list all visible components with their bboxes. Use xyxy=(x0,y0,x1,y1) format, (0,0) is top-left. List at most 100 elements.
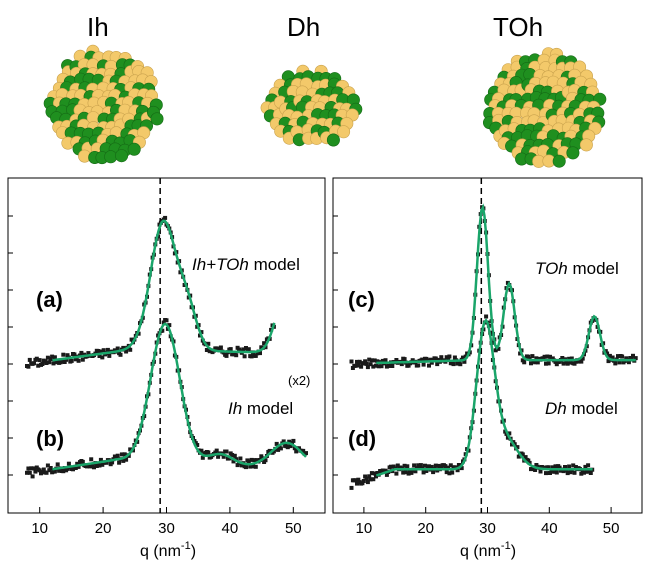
data-point xyxy=(195,443,200,447)
plot-left: 10 20 30 40 50 (a) Ih+TOh model (b) Ih model… xyxy=(7,177,326,560)
x-tick-label: 20 xyxy=(417,520,434,537)
data-point xyxy=(121,458,126,463)
data-point xyxy=(572,470,577,475)
data-point xyxy=(164,318,169,323)
data-point xyxy=(447,471,452,476)
cluster-toh-atom xyxy=(566,146,580,160)
data-point xyxy=(367,357,372,362)
data-point xyxy=(510,442,514,447)
data-point xyxy=(27,357,32,362)
data-point xyxy=(527,460,532,465)
panel-label-b: (b) xyxy=(36,426,64,451)
data-point xyxy=(446,357,451,362)
data-point xyxy=(544,361,548,366)
data-point xyxy=(520,452,525,457)
data-point xyxy=(545,354,550,359)
data-point xyxy=(251,464,255,469)
data-point xyxy=(160,328,165,333)
data-point xyxy=(129,337,134,342)
x-axis-title-right-sup: -1 xyxy=(501,540,511,552)
data-point xyxy=(40,362,45,366)
data-point xyxy=(304,451,308,456)
data-point xyxy=(47,360,52,365)
data-point xyxy=(281,439,286,444)
data-point xyxy=(416,363,421,368)
data-point xyxy=(231,459,236,464)
data-point xyxy=(44,361,49,365)
data-point xyxy=(118,352,123,357)
data-point xyxy=(117,460,122,465)
data-point xyxy=(446,465,451,470)
cluster-toh-image xyxy=(482,47,607,168)
data-point xyxy=(568,470,573,475)
data-point xyxy=(372,358,377,363)
data-point xyxy=(75,461,80,466)
data-point xyxy=(80,357,85,362)
data-point xyxy=(529,361,533,366)
data-point xyxy=(47,468,52,473)
data-point xyxy=(97,463,102,468)
data-point xyxy=(40,470,45,475)
data-point xyxy=(451,362,456,367)
x-axis-title-right-tail: ) xyxy=(511,543,516,560)
data-point xyxy=(503,429,508,434)
data-point xyxy=(167,323,172,328)
data-point xyxy=(518,351,523,356)
data-point xyxy=(89,457,94,462)
data-point xyxy=(104,460,109,465)
plot-left-frame xyxy=(7,177,326,514)
cluster-dh: Dh xyxy=(260,12,363,147)
x-tick-label: 30 xyxy=(158,520,175,537)
data-point xyxy=(548,354,552,359)
data-point xyxy=(435,362,440,367)
data-point xyxy=(124,349,129,354)
data-point xyxy=(356,477,361,482)
data-point xyxy=(25,470,29,475)
plot-right-ticks: 10 20 30 40 50 xyxy=(333,215,620,537)
data-point xyxy=(561,469,566,474)
model-label-c: TOh model xyxy=(535,259,619,278)
data-point xyxy=(548,471,552,475)
data-point xyxy=(387,363,392,368)
panel-label-d: (d) xyxy=(348,426,376,451)
data-point xyxy=(617,360,622,365)
data-point xyxy=(413,469,418,474)
x-tick-label: 30 xyxy=(479,520,496,537)
data-point xyxy=(227,456,232,461)
data-point xyxy=(379,364,384,369)
data-point xyxy=(100,355,105,360)
data-point xyxy=(249,354,254,359)
data-point xyxy=(246,459,251,464)
data-point xyxy=(394,358,399,362)
data-point xyxy=(199,448,204,453)
data-point xyxy=(26,466,31,471)
data-point xyxy=(32,466,36,471)
data-point xyxy=(26,364,31,369)
x-axis-title-right: q (nm-1) xyxy=(460,540,516,560)
data-point xyxy=(360,481,365,486)
data-point xyxy=(249,457,254,462)
data-point xyxy=(613,361,618,366)
data-point xyxy=(253,353,258,358)
data-point xyxy=(50,354,55,359)
data-point xyxy=(452,355,457,360)
cluster-ih: Ih xyxy=(43,12,164,165)
data-point xyxy=(361,479,366,483)
data-point xyxy=(571,463,576,468)
data-point xyxy=(544,471,548,476)
data-point xyxy=(433,463,438,468)
model-label-b: Ih model xyxy=(228,399,293,418)
data-point xyxy=(383,468,388,473)
model-label-c-name: TOh xyxy=(535,259,568,278)
data-point xyxy=(565,361,570,366)
model-label-d-name: Dh xyxy=(545,399,567,418)
data-point xyxy=(561,361,566,366)
data-point xyxy=(505,435,510,440)
data-point xyxy=(30,474,35,479)
data-point xyxy=(409,470,414,475)
data-point xyxy=(436,463,441,468)
data-point xyxy=(365,365,370,370)
x-tick-label: 50 xyxy=(603,520,620,537)
data-point xyxy=(616,354,620,359)
